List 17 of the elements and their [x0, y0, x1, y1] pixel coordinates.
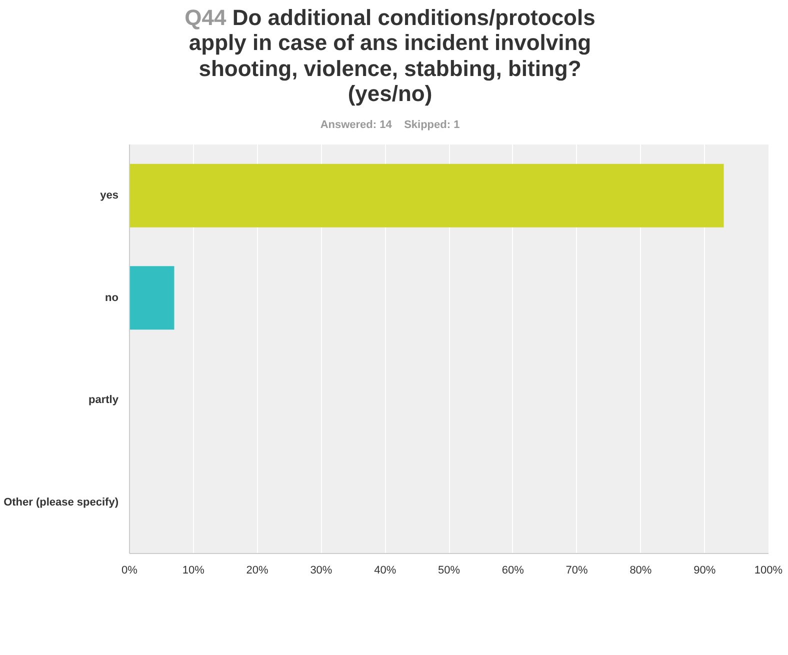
- y-tick-label: partly: [88, 394, 120, 406]
- x-tick-label: 40%: [374, 564, 396, 576]
- x-tick-label: 20%: [246, 564, 269, 576]
- x-tick-label: 10%: [182, 564, 205, 576]
- title: Q44 Do additional conditions/protocols apply in case of ans incident involving shooting, violence, stabbing, biting? (yes/no): [184, 5, 596, 106]
- y-tick-label: yes: [100, 190, 119, 202]
- x-tick-label: 90%: [694, 564, 716, 576]
- x-tick-label: 30%: [310, 564, 332, 576]
- x-tick-label: 50%: [438, 564, 460, 576]
- x-tick-label: 70%: [566, 564, 588, 576]
- subtitle: Answered: 14 Skipped: 1: [319, 118, 461, 134]
- x-tick-label: 60%: [502, 564, 524, 576]
- x-tick-label: 0%: [122, 564, 138, 576]
- x-tick-label: 80%: [630, 564, 652, 576]
- x-tick-label: 100%: [754, 564, 783, 576]
- y-tick-label: no: [105, 292, 119, 304]
- y-tick-label: Other (please specify): [4, 496, 119, 508]
